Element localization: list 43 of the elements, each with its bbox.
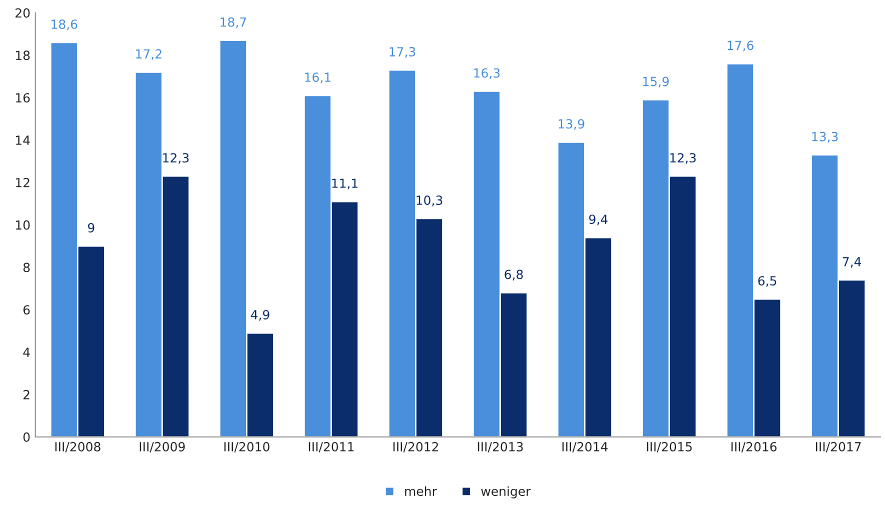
data-label: 17,3 [390, 47, 416, 58]
x-tick-label: III/2017 [816, 442, 861, 452]
y-tick-label: 16 [16, 93, 30, 103]
x-tick-label: III/2010 [224, 442, 270, 452]
data-label: 17,2 [136, 49, 162, 60]
y-tick-label: 6 [23, 305, 30, 315]
data-label: 16,3 [474, 68, 500, 79]
y-tick-label: 14 [16, 136, 30, 145]
y-tick-label: 20 [16, 8, 30, 18]
y-tick-label: 2 [24, 390, 30, 400]
data-label: 6,5 [758, 276, 776, 287]
y-tick-label: 8 [23, 262, 30, 272]
data-label: 12,3 [670, 153, 696, 164]
y-tick-label: 4 [23, 348, 30, 357]
data-label: 11,1 [332, 178, 358, 190]
x-tick-label: III/2008 [55, 442, 100, 452]
x-tick-label: III/2015 [646, 442, 692, 452]
x-tick-label: III/2013 [478, 442, 523, 452]
x-tick-label: III/2012 [393, 442, 438, 452]
legend-label: weniger [481, 486, 531, 498]
data-label: 18,6 [52, 19, 78, 30]
legend-label: mehr [405, 486, 437, 496]
data-label: 9,4 [589, 214, 608, 226]
data-label: 10,3 [416, 195, 442, 206]
x-tick-label: III/2014 [562, 442, 608, 452]
data-label: 9 [88, 223, 94, 233]
x-tick-label: III/2016 [731, 442, 777, 452]
x-tick-label: III/2011 [308, 442, 354, 452]
data-label: 4,9 [250, 310, 270, 321]
y-tick-label: 0 [23, 432, 30, 442]
y-tick-label: 12 [16, 178, 30, 188]
data-label: 12,3 [163, 153, 189, 164]
y-tick-label: 18 [16, 50, 30, 60]
data-label: 17,6 [728, 40, 754, 52]
data-label: 6,8 [504, 270, 523, 280]
data-label: 16,1 [305, 72, 330, 84]
data-label: 15,9 [643, 76, 669, 88]
data-label: 13,3 [812, 132, 838, 143]
data-label: 7,4 [842, 257, 862, 268]
data-label: 18,7 [220, 17, 246, 28]
data-label: 13,9 [558, 119, 584, 130]
x-tick-label: III/2009 [140, 442, 185, 452]
y-tick-label: 10 [16, 220, 30, 230]
